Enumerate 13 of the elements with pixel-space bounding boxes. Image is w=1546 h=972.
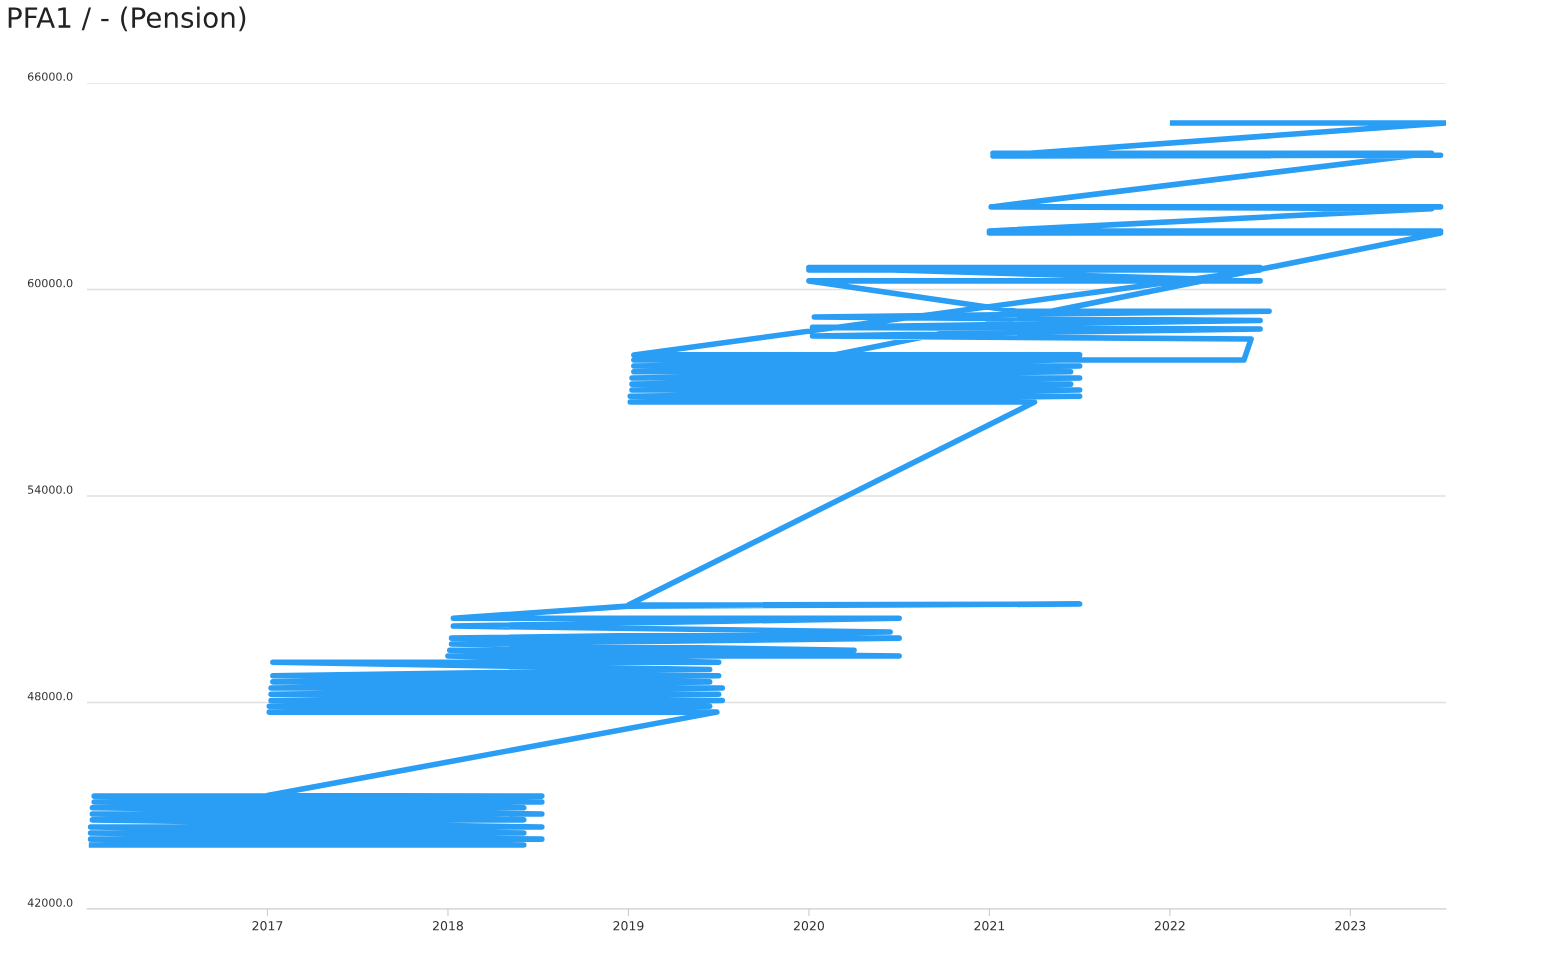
x-tick-label: 2017 (252, 921, 283, 931)
y-tick-label: 42000.0 (27, 898, 73, 907)
x-tick-label: 2019 (613, 921, 644, 931)
chart-title: PFA1 / - (Pension) (8, 6, 246, 32)
x-tick-label: 2018 (432, 921, 464, 931)
y-tick-label: 48000.0 (27, 691, 73, 701)
x-tick-label: 2021 (974, 921, 1005, 931)
y-tick-label: 60000.0 (27, 278, 73, 288)
x-tick-label: 2020 (793, 921, 824, 931)
y-tick-label: 66000.0 (27, 72, 73, 81)
x-tick-label: 2023 (1335, 921, 1366, 931)
y-tick-label: 54000.0 (28, 485, 73, 494)
x-tick-label: 2022 (1154, 921, 1185, 931)
